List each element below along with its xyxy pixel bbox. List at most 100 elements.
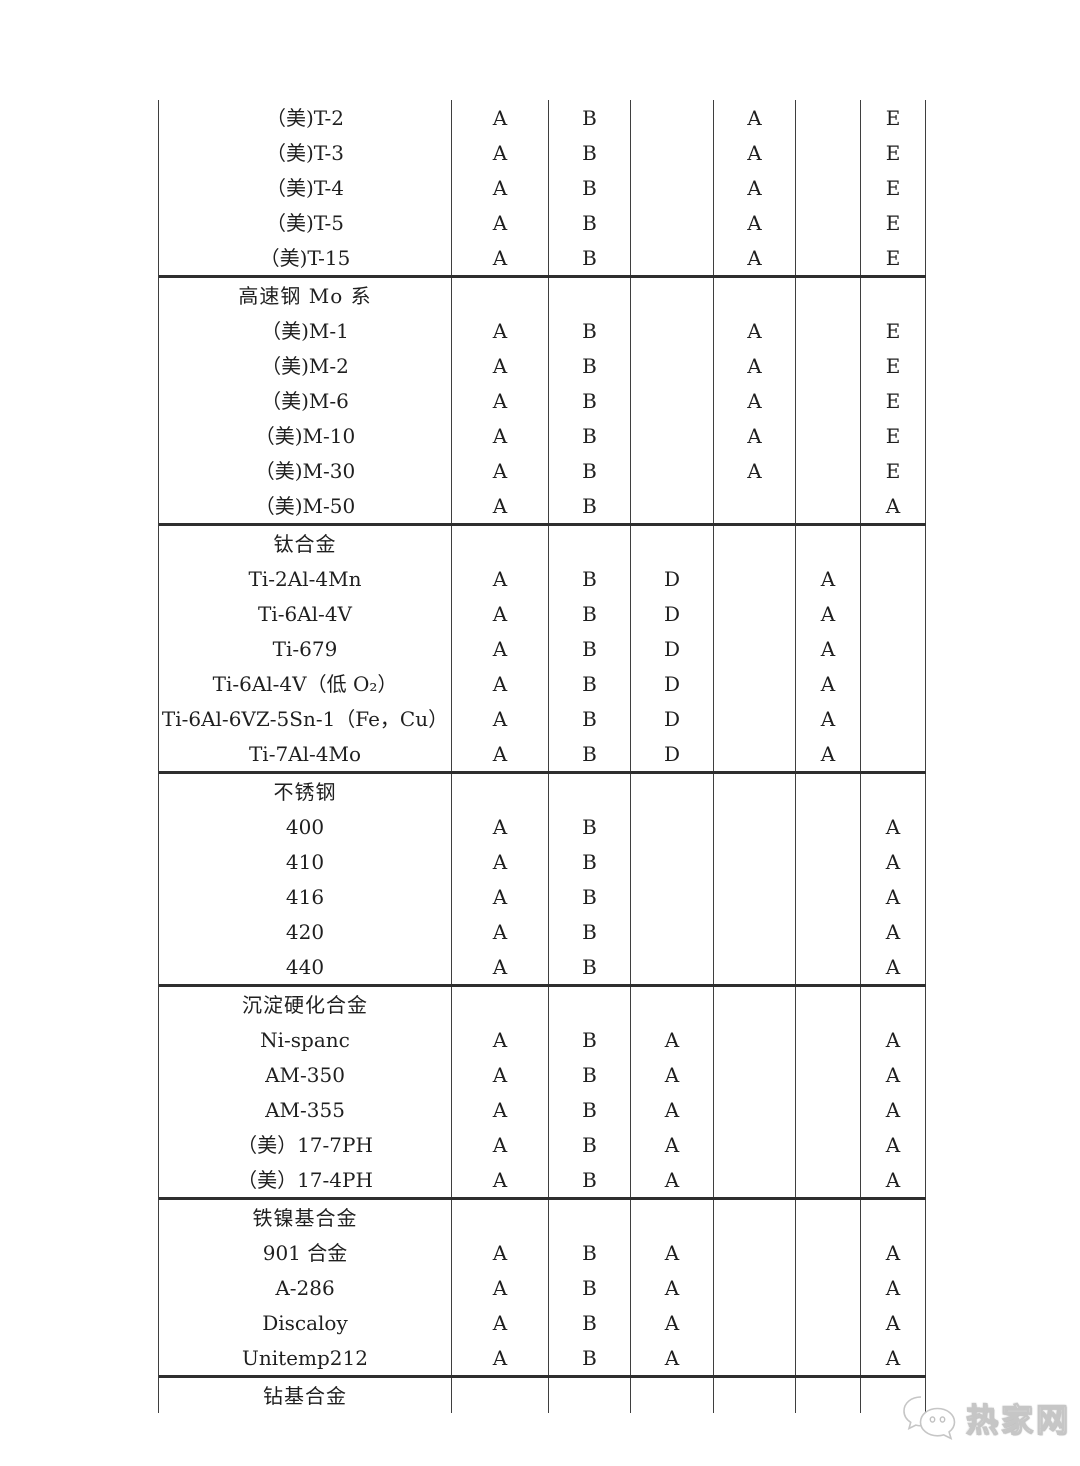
material-name: AM-355 <box>159 1092 452 1127</box>
rating-cell <box>631 809 714 844</box>
rating-cell: A <box>452 1022 549 1057</box>
rating-cell <box>631 1378 714 1413</box>
rating-cell: B <box>549 914 631 949</box>
rating-cell <box>714 987 796 1022</box>
rating-cell: B <box>549 1235 631 1270</box>
table-row: （美）17-4PH A B A A <box>159 1162 926 1197</box>
rating-cell: E <box>861 170 926 205</box>
rating-cell: E <box>861 383 926 418</box>
rating-cell: A <box>452 914 549 949</box>
rating-cell: A <box>452 1127 549 1162</box>
rating-cell <box>861 736 926 771</box>
material-name: （美）17-4PH <box>159 1162 452 1197</box>
table-row: （美)M-30 A B A E <box>159 453 926 488</box>
rating-cell: E <box>861 100 926 135</box>
rating-cell: A <box>452 453 549 488</box>
rating-cell <box>714 631 796 666</box>
rating-cell: B <box>549 205 631 240</box>
rating-cell: B <box>549 488 631 523</box>
table-section: 钻基合金 <box>159 1375 926 1413</box>
rating-cell: A <box>452 1340 549 1375</box>
rating-cell: A <box>861 1162 926 1197</box>
rating-cell <box>452 774 549 809</box>
rating-cell <box>796 1270 861 1305</box>
material-name: 410 <box>159 844 452 879</box>
rating-cell: D <box>631 596 714 631</box>
rating-cell <box>452 987 549 1022</box>
rating-cell <box>714 1235 796 1270</box>
rating-cell: B <box>549 313 631 348</box>
section-header-label: 沉淀硬化合金 <box>159 987 452 1022</box>
table-row: （美)T-4 A B A E <box>159 170 926 205</box>
rating-cell <box>796 879 861 914</box>
table-section: 高速钢 Mo 系（美)M-1 A B A E （美)M-2 A B A E （美)M-6 A B A E （美… <box>159 275 926 523</box>
rating-cell: E <box>861 418 926 453</box>
rating-cell: A <box>452 170 549 205</box>
rating-cell: A <box>861 1235 926 1270</box>
rating-cell: A <box>714 170 796 205</box>
rating-cell <box>861 666 926 701</box>
rating-cell: B <box>549 1270 631 1305</box>
rating-cell: B <box>549 1162 631 1197</box>
rating-cell <box>796 914 861 949</box>
rating-cell <box>714 774 796 809</box>
rating-cell: D <box>631 561 714 596</box>
material-name: （美)M-1 <box>159 313 452 348</box>
rating-cell: A <box>631 1127 714 1162</box>
rating-cell: A <box>452 879 549 914</box>
table-row: 440 A B A <box>159 949 926 984</box>
material-name: Ti-6Al-4V <box>159 596 452 631</box>
rating-cell <box>714 1378 796 1413</box>
rating-cell <box>796 313 861 348</box>
rating-cell <box>714 949 796 984</box>
material-name: （美)T-2 <box>159 100 452 135</box>
rating-cell <box>549 1200 631 1235</box>
material-name: 440 <box>159 949 452 984</box>
rating-cell: A <box>452 488 549 523</box>
table-row: Ti-6Al-4V A B D A <box>159 596 926 631</box>
rating-cell: B <box>549 453 631 488</box>
section-header-label: 铁镍基合金 <box>159 1200 452 1235</box>
rating-cell: A <box>452 313 549 348</box>
rating-cell: A <box>861 1092 926 1127</box>
rating-cell: A <box>861 488 926 523</box>
rating-cell <box>796 809 861 844</box>
section-header-row: 不锈钢 <box>159 774 926 809</box>
material-name: （美)T-5 <box>159 205 452 240</box>
rating-cell: A <box>452 809 549 844</box>
rating-cell <box>714 844 796 879</box>
rating-cell <box>796 383 861 418</box>
rating-cell: D <box>631 736 714 771</box>
rating-cell: A <box>631 1092 714 1127</box>
rating-cell: A <box>861 1305 926 1340</box>
rating-cell <box>796 278 861 313</box>
rating-cell: B <box>549 1340 631 1375</box>
rating-cell: B <box>549 240 631 275</box>
rating-cell <box>861 774 926 809</box>
rating-cell: A <box>631 1305 714 1340</box>
rating-cell <box>631 205 714 240</box>
rating-cell <box>714 736 796 771</box>
rating-cell: A <box>714 100 796 135</box>
rating-cell <box>796 170 861 205</box>
rating-cell <box>631 879 714 914</box>
rating-cell <box>714 1340 796 1375</box>
rating-cell: A <box>796 736 861 771</box>
rating-cell <box>796 418 861 453</box>
rating-cell: A <box>631 1340 714 1375</box>
material-name: （美)M-50 <box>159 488 452 523</box>
table-row: （美)T-3 A B A E <box>159 135 926 170</box>
table-row: （美)M-10 A B A E <box>159 418 926 453</box>
rating-cell: B <box>549 100 631 135</box>
rating-cell <box>714 1022 796 1057</box>
rating-cell: E <box>861 240 926 275</box>
section-header-row: 沉淀硬化合金 <box>159 987 926 1022</box>
material-name: Ti-2Al-4Mn <box>159 561 452 596</box>
rating-cell: A <box>714 240 796 275</box>
rating-cell: B <box>549 170 631 205</box>
rating-cell <box>631 774 714 809</box>
rating-cell: E <box>861 453 926 488</box>
section-header-row: 铁镍基合金 <box>159 1200 926 1235</box>
rating-cell: A <box>452 1162 549 1197</box>
rating-cell <box>452 526 549 561</box>
